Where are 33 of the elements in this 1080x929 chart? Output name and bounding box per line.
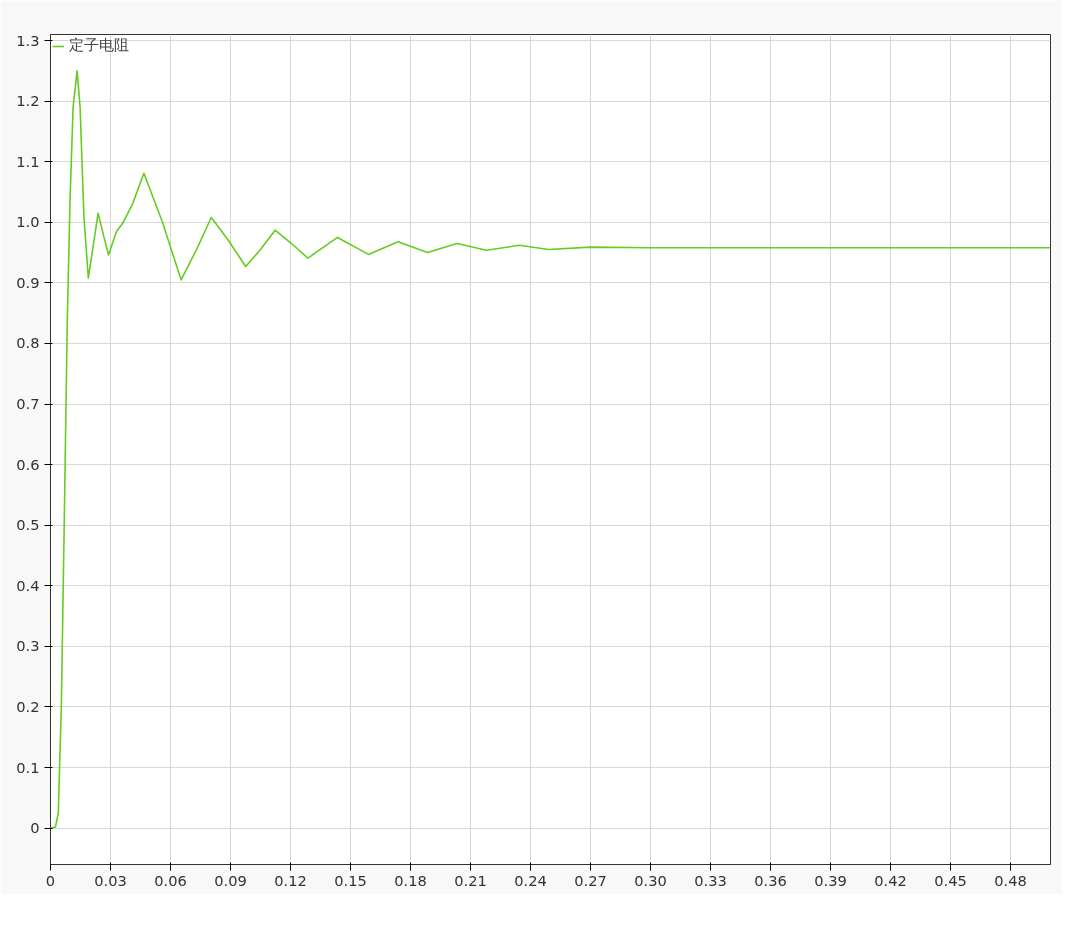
x-tick-label: 0.06 <box>154 871 187 889</box>
x-tick-label: 0.48 <box>994 871 1027 889</box>
y-tick-label: 0.7 <box>16 395 40 413</box>
y-tick-label: 0.2 <box>16 697 40 715</box>
x-tick-label: 0.30 <box>634 871 667 889</box>
y-tick-label: 0 <box>30 819 40 837</box>
x-tick-label: 0.39 <box>814 871 847 889</box>
x-tick-label: 0.09 <box>214 871 247 889</box>
y-tick-label: 0.8 <box>16 334 40 352</box>
y-tick-label: 1.1 <box>16 152 40 170</box>
y-tick-label: 0.5 <box>16 516 40 534</box>
x-tick-label: 0.15 <box>334 871 367 889</box>
y-tick-label: 0.9 <box>16 273 40 291</box>
series-label: 定子电阻 <box>69 36 129 55</box>
y-tick-label: 0.6 <box>16 455 40 473</box>
x-tick-label: 0.42 <box>874 871 907 889</box>
x-tick-label: 0.24 <box>514 871 547 889</box>
x-tick-label: 0.36 <box>754 871 787 889</box>
x-tick-label: 0.03 <box>94 871 127 889</box>
y-tick-label: 0.3 <box>16 637 40 655</box>
y-tick-label: 0.4 <box>16 576 40 594</box>
x-tick-label: 0.27 <box>574 871 607 889</box>
y-tick-label: 1.3 <box>16 31 40 49</box>
x-tick-label: 0.12 <box>274 871 307 889</box>
x-tick-label: 0.33 <box>694 871 727 889</box>
x-tick-label: 0.45 <box>934 871 967 889</box>
x-tick-label: 0 <box>45 871 56 889</box>
y-tick-label: 1.0 <box>16 213 40 231</box>
x-tick-label: 0.21 <box>454 871 487 889</box>
y-tick-label: 0.1 <box>16 758 40 776</box>
line-series <box>50 70 1051 829</box>
y-tick-label: 1.2 <box>16 92 40 110</box>
x-tick-label: 0.18 <box>394 871 427 889</box>
